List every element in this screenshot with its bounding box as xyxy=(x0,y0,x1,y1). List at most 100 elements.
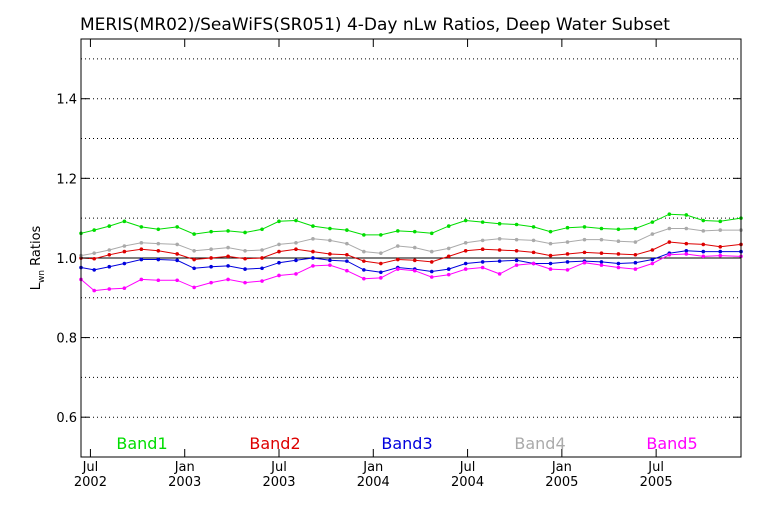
y-tick-label: 1.0 xyxy=(56,252,77,267)
data-point xyxy=(260,227,264,232)
data-point xyxy=(429,231,434,236)
data-point xyxy=(599,260,604,264)
data-point xyxy=(122,261,127,266)
x-tick-month: Jan xyxy=(174,460,195,475)
data-point xyxy=(294,218,298,223)
data-point xyxy=(684,241,689,246)
data-point xyxy=(514,263,519,267)
data-point xyxy=(480,247,485,251)
y-axis: 0.6 0.8 1.0 1.2 1.4 xyxy=(56,93,741,426)
data-point xyxy=(362,268,366,272)
data-point xyxy=(277,273,281,278)
data-point xyxy=(633,252,638,257)
data-point xyxy=(531,225,536,229)
series-line xyxy=(80,213,742,236)
data-point xyxy=(139,241,144,245)
x-tick-month: Jul xyxy=(647,460,664,475)
data-point xyxy=(463,241,468,245)
data-point xyxy=(531,261,536,266)
data-point xyxy=(429,269,434,274)
y-axis-label-rest: Ratios xyxy=(29,225,44,270)
data-point xyxy=(92,251,96,255)
data-point xyxy=(260,256,264,260)
data-point xyxy=(480,238,485,243)
data-point xyxy=(328,252,332,256)
data-point xyxy=(701,254,706,259)
data-point xyxy=(446,267,451,271)
data-point xyxy=(497,221,502,226)
data-point xyxy=(514,248,519,253)
data-point xyxy=(175,258,179,263)
x-tick-year: 2005 xyxy=(545,475,578,490)
data-point xyxy=(412,245,417,250)
data-point xyxy=(122,244,127,248)
data-point xyxy=(684,226,689,231)
data-point xyxy=(548,253,553,258)
data-point xyxy=(260,248,264,252)
x-tick-month: Jul xyxy=(82,460,99,475)
legend-entry: Band5 xyxy=(646,434,697,453)
data-point xyxy=(260,266,264,271)
data-point xyxy=(701,218,706,223)
data-point xyxy=(107,252,112,257)
data-point xyxy=(226,277,230,282)
data-point xyxy=(565,268,570,272)
y-tick-label: 0.8 xyxy=(56,332,77,347)
data-point xyxy=(497,237,502,241)
data-point xyxy=(379,251,383,255)
data-point xyxy=(156,248,161,253)
data-point xyxy=(209,247,213,251)
data-point xyxy=(701,229,706,233)
data-point xyxy=(480,220,485,224)
data-point xyxy=(139,277,144,282)
y-axis-label: Lwn Ratios xyxy=(29,225,47,290)
data-point xyxy=(599,237,604,242)
data-point xyxy=(718,253,723,258)
x-axis: Jul2002Jan2003Jul2003Jan2004Jul2004Jan20… xyxy=(74,39,673,490)
data-point xyxy=(582,225,587,229)
data-point xyxy=(107,224,112,228)
data-point xyxy=(650,220,655,224)
series-band2 xyxy=(79,240,743,266)
x-tick-month: Jan xyxy=(362,460,383,475)
data-point xyxy=(311,237,315,241)
data-point xyxy=(429,275,434,279)
data-point xyxy=(650,232,655,236)
data-point xyxy=(684,248,689,253)
data-point xyxy=(667,252,672,257)
data-point xyxy=(192,285,196,290)
data-point xyxy=(616,227,621,232)
data-point xyxy=(616,261,621,266)
x-tick-month: Jan xyxy=(551,460,572,475)
data-point xyxy=(565,240,570,244)
data-point xyxy=(328,258,332,263)
legend-entry: Band2 xyxy=(249,434,300,453)
data-point xyxy=(667,240,672,244)
data-point xyxy=(514,222,519,227)
data-point xyxy=(463,248,468,253)
data-point xyxy=(294,272,298,276)
data-point xyxy=(379,270,383,275)
data-point xyxy=(277,242,281,247)
x-tick-year: 2003 xyxy=(168,475,201,490)
data-point xyxy=(226,254,230,259)
plot-frame xyxy=(80,38,742,458)
data-point xyxy=(599,251,604,255)
data-point xyxy=(243,230,247,235)
y-tick-label: 1.2 xyxy=(56,172,77,187)
data-point xyxy=(345,241,349,246)
data-point xyxy=(226,264,230,268)
data-point xyxy=(565,225,570,230)
data-point xyxy=(226,229,230,233)
data-point xyxy=(362,249,366,254)
data-point xyxy=(446,224,451,228)
data-point xyxy=(156,227,161,232)
data-point xyxy=(277,260,281,265)
legend-entry: Band1 xyxy=(116,434,167,453)
data-point xyxy=(582,260,587,265)
data-point xyxy=(122,219,127,224)
data-point xyxy=(463,267,468,271)
data-point xyxy=(684,252,689,256)
data-point xyxy=(396,267,400,271)
y-axis-label-main: L xyxy=(29,282,44,290)
